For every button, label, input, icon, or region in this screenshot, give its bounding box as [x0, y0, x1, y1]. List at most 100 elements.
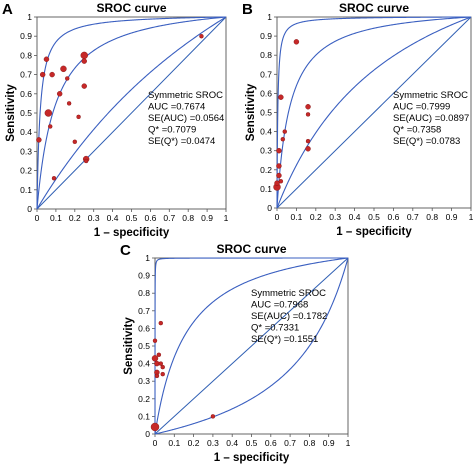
stat-line: SE(AUC) =0.1782: [251, 311, 327, 322]
x-axis-label: 1 – specificity: [214, 452, 290, 464]
x-tick-label: 0.8: [426, 212, 438, 222]
x-tick-label: 1: [346, 438, 351, 448]
sroc-curve: [154, 257, 349, 435]
study-point: [305, 146, 311, 152]
study-point: [305, 138, 311, 144]
x-tick-label: 0.7: [284, 438, 296, 448]
study-point: [43, 56, 50, 62]
x-tick-label: 0.8: [303, 438, 315, 448]
study-point: [276, 163, 282, 169]
y-tick-label: 0: [27, 204, 32, 214]
y-tick-label: 0: [267, 203, 272, 213]
y-tick-label: 0.6: [260, 88, 272, 98]
study-point: [151, 355, 159, 362]
y-tick-label: 0.2: [260, 165, 272, 175]
x-tick-label: 0: [153, 438, 158, 448]
panel-b: B SROC curve 0 0.1 0.2 0.3 0.4 0.5 0.6 0.7 0.8 0.9 1…: [242, 1, 474, 238]
y-tick-label: 0.5: [138, 341, 150, 351]
stat-line: Q* =0.7079: [148, 125, 196, 136]
study-point: [156, 352, 162, 357]
study-point: [51, 176, 57, 181]
y-tick-label: 0.9: [260, 31, 272, 41]
y-tick-label: 0.4: [138, 359, 150, 369]
chart-title: SROC curve: [216, 242, 286, 256]
study-point: [158, 320, 163, 326]
y-tick-label: 0.4: [260, 127, 272, 137]
sroc-curve: [36, 16, 227, 210]
y-tick-label: 0.2: [138, 394, 150, 404]
study-point: [60, 65, 67, 73]
study-point: [160, 371, 165, 377]
y-tick-label: 0.7: [138, 306, 150, 316]
x-tick-label: 0.4: [107, 213, 119, 223]
study-point: [282, 129, 287, 134]
y-tick-label: 0.4: [20, 127, 32, 137]
diagonal-line: [276, 16, 472, 209]
x-tick-label: 0.5: [126, 213, 138, 223]
x-tick-label: 0: [35, 213, 40, 223]
sroc-upper-bound: [36, 16, 227, 209]
chart-title: SROC curve: [339, 1, 409, 15]
x-tick-label: 0.4: [349, 212, 361, 222]
study-point: [152, 338, 158, 343]
study-point: [276, 147, 282, 154]
study-point: [80, 51, 88, 60]
panel-a: A SROC curve 0 0.1 0.2 0.3 0.4 0.5 0.6 0.7 0.8 0.9 1…: [2, 1, 229, 239]
x-tick-label: 0.2: [69, 213, 81, 223]
x-tick-label: 0.9: [446, 212, 458, 222]
stat-line: SE(AUC) =0.0564: [148, 113, 224, 124]
sroc-curve: [276, 16, 472, 209]
sroc-upper-bound: [154, 257, 348, 434]
sroc-lower-bound: [36, 16, 227, 210]
y-tick-label: 0.9: [20, 31, 32, 41]
y-tick-label: 0.7: [20, 70, 32, 80]
stat-line: SE(Q*) =0.0783: [393, 136, 460, 147]
x-tick-label: 0.5: [368, 212, 380, 222]
diagonal-line: [154, 257, 349, 435]
stat-line: Symmetric SROC: [251, 288, 326, 299]
study-point: [305, 112, 311, 117]
x-tick-label: 0.7: [407, 212, 419, 222]
x-tick-label: 1: [224, 213, 229, 223]
y-tick-label: 0.9: [138, 271, 150, 281]
study-point: [76, 114, 81, 120]
study-point: [280, 137, 286, 142]
y-tick-label: 1: [267, 12, 272, 22]
study-point: [293, 39, 300, 45]
x-tick-label: 0.1: [290, 212, 302, 222]
y-tick-label: 0.3: [260, 146, 272, 156]
study-point: [39, 71, 46, 78]
x-tick-label: 0.1: [168, 438, 180, 448]
sroc-upper-bound: [276, 16, 472, 208]
chart-title: SROC curve: [96, 1, 166, 15]
y-tick-label: 1: [145, 253, 150, 263]
y-tick-label: 0.1: [138, 411, 150, 421]
y-tick-label: 0.8: [260, 50, 272, 60]
study-point: [36, 137, 42, 143]
study-point: [276, 172, 282, 179]
study-point: [154, 373, 160, 379]
x-tick-label: 0.4: [226, 438, 238, 448]
y-tick-label: 0.8: [20, 50, 32, 60]
study-point: [44, 109, 53, 117]
x-tick-label: 0.2: [188, 438, 200, 448]
study-point: [65, 76, 70, 81]
panel-letter: C: [120, 242, 131, 259]
study-point: [274, 180, 280, 186]
study-point: [199, 34, 204, 39]
y-tick-label: 0.5: [260, 108, 272, 118]
y-axis-label: Sensitivity: [123, 317, 135, 375]
x-tick-label: 0.3: [88, 213, 100, 223]
x-tick-label: 0.9: [201, 213, 213, 223]
y-axis-label: Sensitivity: [245, 83, 257, 141]
study-point: [48, 124, 53, 129]
study-point: [278, 179, 284, 184]
x-tick-label: 0.6: [144, 213, 156, 223]
y-tick-label: 0.1: [260, 184, 272, 194]
x-tick-label: 0.6: [265, 438, 277, 448]
y-tick-label: 0.2: [20, 166, 32, 176]
study-point: [158, 361, 163, 366]
y-tick-label: 0.7: [260, 69, 272, 79]
x-axis-label: 1 – specificity: [336, 226, 412, 238]
study-point: [49, 71, 55, 78]
